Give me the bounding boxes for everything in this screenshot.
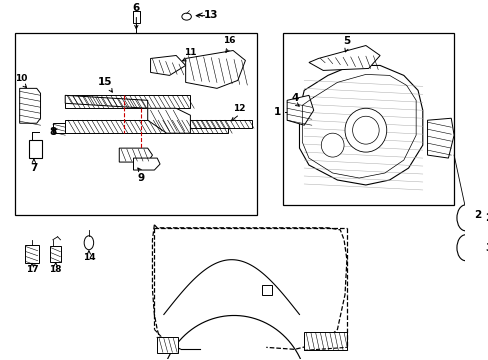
Polygon shape — [308, 45, 379, 71]
Text: 15: 15 — [98, 77, 112, 87]
Text: 14: 14 — [82, 253, 95, 262]
Text: 8: 8 — [49, 127, 57, 137]
Polygon shape — [185, 50, 245, 88]
Polygon shape — [65, 120, 228, 133]
Polygon shape — [29, 140, 42, 158]
Polygon shape — [133, 158, 160, 170]
Text: 16: 16 — [223, 36, 235, 45]
Text: 11: 11 — [184, 48, 196, 57]
Polygon shape — [190, 120, 251, 128]
Ellipse shape — [84, 236, 94, 250]
Text: 10: 10 — [15, 74, 28, 83]
Polygon shape — [20, 88, 41, 123]
Text: 3: 3 — [485, 243, 488, 253]
Text: 6: 6 — [132, 3, 140, 13]
Polygon shape — [299, 66, 422, 185]
Text: 2: 2 — [485, 213, 488, 223]
Bar — [25, 245, 39, 263]
Circle shape — [352, 116, 378, 144]
Polygon shape — [286, 95, 313, 125]
Bar — [283, 32, 453, 205]
Polygon shape — [427, 118, 453, 158]
Bar — [132, 11, 140, 23]
Text: 2: 2 — [473, 210, 481, 220]
Circle shape — [321, 133, 344, 157]
Text: 18: 18 — [49, 265, 62, 274]
Circle shape — [345, 108, 386, 152]
Text: 7: 7 — [30, 163, 38, 173]
Bar — [157, 337, 178, 353]
Ellipse shape — [456, 235, 473, 261]
Polygon shape — [147, 108, 190, 133]
Polygon shape — [65, 95, 147, 108]
Text: 12: 12 — [233, 104, 245, 113]
Text: 9: 9 — [137, 173, 144, 183]
Bar — [50, 246, 61, 262]
Text: 1: 1 — [273, 107, 281, 117]
Ellipse shape — [182, 13, 191, 20]
Bar — [304, 332, 346, 350]
Bar — [15, 32, 256, 215]
Polygon shape — [150, 55, 185, 75]
Polygon shape — [65, 95, 190, 108]
Text: 13: 13 — [203, 10, 218, 20]
Polygon shape — [53, 123, 65, 133]
Text: 4: 4 — [290, 93, 298, 103]
Polygon shape — [119, 148, 152, 162]
Bar — [262, 285, 271, 294]
Text: 17: 17 — [26, 265, 38, 274]
Text: 5: 5 — [343, 36, 350, 46]
Ellipse shape — [456, 205, 473, 231]
